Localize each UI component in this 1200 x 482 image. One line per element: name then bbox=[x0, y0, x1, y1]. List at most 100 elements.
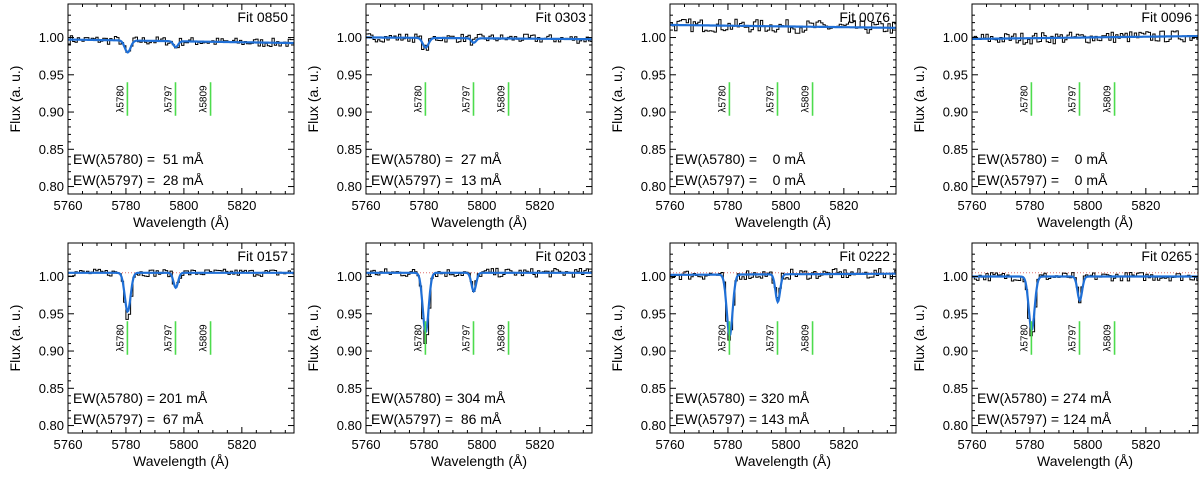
ew-5780-label: EW(λ5780) = 201 mÅ bbox=[73, 390, 208, 406]
panel-1: λ5780 λ5797 λ5809 5760 5780 5800 5820 0.80 0.85 0… bbox=[305, 3, 593, 230]
plot-frame bbox=[669, 3, 897, 195]
dib-marker-label: λ5797 bbox=[163, 324, 174, 352]
y-tick-label: 1.00 bbox=[641, 30, 666, 45]
x-tick-label: 5820 bbox=[227, 437, 256, 452]
ew-5797-label: EW(λ5797) = 13 mÅ bbox=[371, 172, 502, 188]
ew-5780-label: EW(λ5780) = 27 mÅ bbox=[371, 151, 502, 167]
y-tick-label: 0.95 bbox=[641, 306, 666, 321]
y-tick-label: 0.90 bbox=[337, 105, 362, 120]
y-tick-label: 0.95 bbox=[943, 67, 968, 82]
ew-5780-label: EW(λ5780) = 0 mÅ bbox=[977, 151, 1108, 167]
dib-marker-label: λ5797 bbox=[765, 85, 776, 113]
y-tick-label: 1.00 bbox=[39, 30, 64, 45]
x-tick-label: 5780 bbox=[409, 437, 438, 452]
observed-spectrum bbox=[68, 268, 294, 320]
observed-spectrum bbox=[366, 267, 592, 344]
panel-4: λ5780 λ5797 λ5809 5760 5780 5800 5820 0.80 0.85 0… bbox=[7, 242, 295, 469]
y-tick-label: 0.90 bbox=[943, 105, 968, 120]
dib-marker-label: λ5809 bbox=[801, 324, 812, 352]
x-tick-label: 5800 bbox=[1073, 437, 1102, 452]
panel-title: Fit 0222 bbox=[839, 248, 890, 264]
y-axis-label: Flux (a. u.) bbox=[305, 305, 321, 372]
y-tick-label: 0.85 bbox=[337, 381, 362, 396]
dib-marker-label: λ5809 bbox=[801, 85, 812, 113]
x-tick-label: 5760 bbox=[656, 198, 685, 213]
x-tick-label: 5800 bbox=[467, 437, 496, 452]
dib-marker-label: λ5797 bbox=[461, 85, 472, 113]
panel-title: Fit 0076 bbox=[839, 9, 890, 25]
x-tick-label: 5780 bbox=[111, 198, 140, 213]
y-tick-label: 0.85 bbox=[641, 142, 666, 157]
y-tick-label: 1.00 bbox=[39, 269, 64, 284]
y-tick-label: 0.95 bbox=[39, 306, 64, 321]
y-axis-label: Flux (a. u.) bbox=[7, 66, 23, 133]
plot-frame bbox=[67, 242, 295, 434]
y-tick-label: 0.95 bbox=[337, 306, 362, 321]
ew-5797-label: EW(λ5797) = 143 mÅ bbox=[675, 411, 810, 427]
y-tick-label: 0.85 bbox=[39, 381, 64, 396]
panel-title: Fit 0265 bbox=[1141, 248, 1192, 264]
dib-marker-label: λ5797 bbox=[765, 324, 776, 352]
x-tick-label: 5800 bbox=[169, 198, 198, 213]
ew-5780-label: EW(λ5780) = 0 mÅ bbox=[675, 151, 806, 167]
x-tick-label: 5760 bbox=[958, 198, 987, 213]
plot-frame bbox=[971, 3, 1199, 195]
ew-5797-label: EW(λ5797) = 124 mÅ bbox=[977, 411, 1112, 427]
y-tick-label: 1.00 bbox=[337, 30, 362, 45]
x-tick-label: 5760 bbox=[656, 437, 685, 452]
panel-0: λ5780 λ5797 λ5809 5760 5780 5800 5820 0.80 0.85 0… bbox=[7, 3, 295, 230]
x-axis-label: Wavelength (Å) bbox=[133, 214, 229, 230]
panel-3: λ5780 λ5797 λ5809 5760 5780 5800 5820 0.80 0.85 0… bbox=[911, 3, 1199, 230]
x-tick-label: 5820 bbox=[1131, 198, 1160, 213]
y-tick-label: 0.95 bbox=[943, 306, 968, 321]
x-axis-label: Wavelength (Å) bbox=[1037, 453, 1133, 469]
panel-2: λ5780 λ5797 λ5809 5760 5780 5800 5820 0.80 0.85 0… bbox=[609, 3, 897, 230]
y-axis-label: Flux (a. u.) bbox=[609, 305, 625, 372]
observed-spectrum bbox=[366, 33, 592, 51]
y-tick-label: 0.80 bbox=[39, 179, 64, 194]
x-tick-label: 5800 bbox=[467, 198, 496, 213]
x-tick-label: 5820 bbox=[227, 198, 256, 213]
y-tick-label: 0.80 bbox=[641, 418, 666, 433]
y-tick-label: 0.80 bbox=[943, 179, 968, 194]
dib-marker-label: λ5780 bbox=[717, 324, 728, 352]
panel-title: Fit 0303 bbox=[535, 9, 586, 25]
x-tick-label: 5800 bbox=[1073, 198, 1102, 213]
y-tick-label: 0.90 bbox=[39, 344, 64, 359]
x-tick-label: 5820 bbox=[829, 437, 858, 452]
x-tick-label: 5800 bbox=[771, 437, 800, 452]
x-tick-label: 5780 bbox=[1015, 198, 1044, 213]
ew-5797-label: EW(λ5797) = 67 mÅ bbox=[73, 411, 204, 427]
ew-5797-label: EW(λ5797) = 28 mÅ bbox=[73, 172, 204, 188]
panel-6: λ5780 λ5797 λ5809 5760 5780 5800 5820 0.80 0.85 0… bbox=[609, 242, 897, 469]
dib-marker-label: λ5809 bbox=[497, 85, 508, 113]
dib-marker-label: λ5780 bbox=[115, 324, 126, 352]
x-axis-label: Wavelength (Å) bbox=[431, 214, 527, 230]
dib-marker-label: λ5797 bbox=[461, 324, 472, 352]
x-tick-label: 5800 bbox=[169, 437, 198, 452]
x-tick-label: 5820 bbox=[829, 198, 858, 213]
x-tick-label: 5780 bbox=[713, 437, 742, 452]
dib-marker-label: λ5809 bbox=[1103, 85, 1114, 113]
y-tick-label: 0.80 bbox=[337, 179, 362, 194]
y-axis-label: Flux (a. u.) bbox=[609, 66, 625, 133]
x-axis-label: Wavelength (Å) bbox=[1037, 214, 1133, 230]
y-tick-label: 0.90 bbox=[943, 344, 968, 359]
fit-curve bbox=[972, 34, 1198, 40]
y-tick-label: 0.90 bbox=[39, 105, 64, 120]
y-tick-label: 0.80 bbox=[641, 179, 666, 194]
observed-spectrum bbox=[972, 272, 1198, 337]
y-axis-label: Flux (a. u.) bbox=[911, 66, 927, 133]
panel-title: Fit 0096 bbox=[1141, 9, 1192, 25]
x-axis-label: Wavelength (Å) bbox=[735, 453, 831, 469]
plot-frame bbox=[365, 3, 593, 195]
x-tick-label: 5760 bbox=[352, 437, 381, 452]
plot-frame bbox=[971, 242, 1199, 434]
y-axis-label: Flux (a. u.) bbox=[305, 66, 321, 133]
dib-marker-label: λ5780 bbox=[717, 85, 728, 113]
panel-5: λ5780 λ5797 λ5809 5760 5780 5800 5820 0.80 0.85 0… bbox=[305, 242, 593, 469]
x-tick-label: 5780 bbox=[713, 198, 742, 213]
x-tick-label: 5760 bbox=[352, 198, 381, 213]
observed-spectrum bbox=[972, 30, 1198, 45]
